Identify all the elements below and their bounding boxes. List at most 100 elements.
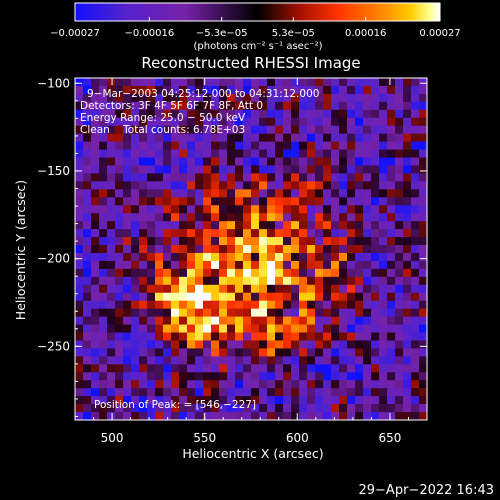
heatmap-cell [267,356,276,365]
heatmap-cell [355,396,364,405]
heatmap-cell [75,324,84,334]
heatmap-cell [99,388,108,397]
heatmap-cell [243,93,252,103]
heatmap-cell [75,221,84,230]
heatmap-cell [331,316,340,326]
heatmap-cell [75,300,84,310]
heatmap-cell [395,117,404,127]
heatmap-cell [131,101,140,111]
heatmap-cell [179,316,188,326]
heatmap-cell [363,189,372,198]
heatmap-cell [107,380,116,389]
heatmap-cell [179,85,188,95]
heatmap-cell [403,93,412,103]
heatmap-cell [363,284,372,294]
heatmap-cell [75,332,84,342]
heatmap-cell [243,245,252,254]
heatmap-cell [227,245,236,254]
heatmap-cell [403,117,412,127]
heatmap-cell [299,372,308,381]
heatmap-cell [395,396,404,405]
heatmap-cell [291,324,300,334]
heatmap-cell [227,252,236,262]
colorbar-tick-label: 5.3e−05 [272,28,315,39]
heatmap-cell [139,125,148,135]
heatmap-cell [227,348,236,357]
heatmap-cell [75,213,84,222]
heatmap-cell [179,276,188,286]
heatmap-cell [155,404,164,413]
heatmap-cell [131,356,140,365]
heatmap-cell [331,117,340,127]
heatmap-cell [267,324,276,334]
heatmap-cell [291,117,300,127]
heatmap-cell [203,364,212,373]
heatmap-cell [83,125,92,135]
heatmap-cell [355,165,364,175]
heatmap-cell [179,332,188,342]
heatmap-cell [99,189,108,198]
heatmap-cell [291,125,300,135]
heatmap-cell [395,197,404,206]
heatmap-cell [259,260,268,270]
heatmap-cell [299,165,308,175]
heatmap-cell [235,300,244,310]
heatmap-cell [259,181,268,190]
heatmap-cell [371,117,380,127]
heatmap-cell [355,109,364,119]
heatmap-cell [83,109,92,119]
heatmap-cell [203,197,212,206]
heatmap-cell [411,117,420,127]
heatmap-cell [403,181,412,190]
heatmap-cell [315,340,324,350]
heatmap-cell [171,141,180,151]
heatmap-cell [163,149,172,159]
heatmap-cell [411,157,420,167]
heatmap-cell [371,165,380,175]
heatmap-cell [347,348,356,357]
heatmap-cell [155,78,164,87]
heatmap-cell [187,245,196,254]
heatmap-cell [171,340,180,350]
heatmap-cell [403,173,412,182]
heatmap-cell [275,356,284,365]
heatmap-cell [195,276,204,286]
heatmap-cell [107,245,116,254]
heatmap-cell [219,316,228,326]
heatmap-cell [235,237,244,246]
heatmap-cell [411,181,420,190]
heatmap-cell [411,276,420,286]
heatmap-cell [355,101,364,111]
heatmap-cell [339,85,348,95]
heatmap-cell [259,133,268,143]
heatmap-cell [275,93,284,103]
heatmap-cell [147,380,156,389]
heatmap-cell [107,101,116,111]
heatmap-cell [395,237,404,246]
heatmap-cell [371,324,380,334]
heatmap-cell [411,380,420,389]
heatmap-cell [179,260,188,270]
heatmap-cell [99,78,108,87]
heatmap-cell [91,78,100,87]
heatmap-cell [371,396,380,405]
heatmap-cell [195,308,204,318]
heatmap-cell [379,173,388,182]
heatmap-cell [347,205,356,214]
heatmap-cell [283,101,292,111]
heatmap-cell [267,260,276,270]
heatmap-cell [115,348,124,357]
heatmap-cell [147,276,156,286]
heatmap-cell [315,117,324,127]
heatmap-cell [403,149,412,159]
heatmap-cell [419,85,427,95]
heatmap-cell [219,109,228,119]
heatmap-cell [179,109,188,119]
heatmap-cell [267,412,276,420]
heatmap-cell [307,93,316,103]
heatmap-cell [299,221,308,230]
heatmap-cell [259,276,268,286]
heatmap-cell [387,388,396,397]
heatmap-cell [307,388,316,397]
heatmap-cell [171,133,180,143]
